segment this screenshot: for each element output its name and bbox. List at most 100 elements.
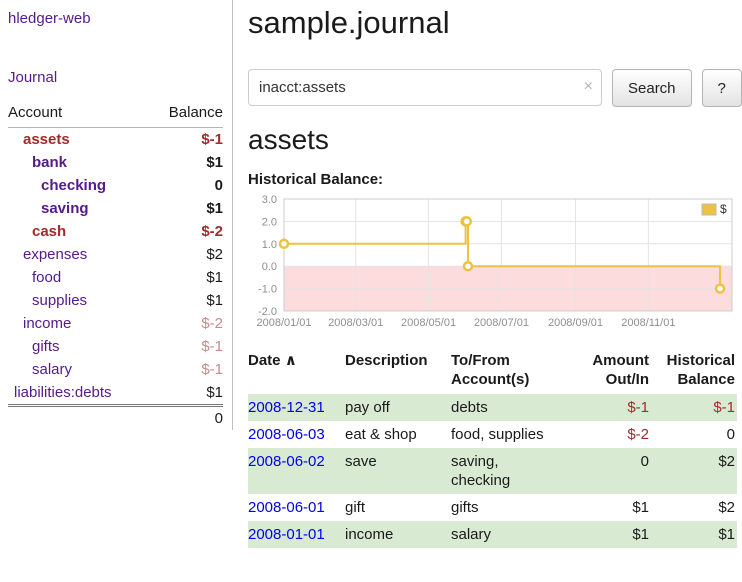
transaction-date-link[interactable]: 2008-06-01 (248, 499, 325, 516)
register-row: 2008-06-02 save saving, checking 0 $2 (248, 448, 737, 494)
register-cell-description: save (345, 453, 377, 470)
account-row: income $-2 (8, 312, 223, 335)
transaction-date-link[interactable]: 2008-01-01 (248, 526, 325, 543)
account-row: saving $1 (8, 197, 223, 220)
account-name-cell: checking (8, 174, 149, 197)
sidebar: hledger-web Journal Account Balance asse… (0, 0, 233, 430)
register-cell-balance: $-1 (713, 399, 735, 416)
register-cell-date: 2008-06-02 (248, 448, 345, 494)
register-header-account: To/From Account(s) (451, 352, 530, 388)
account-link[interactable]: supplies (32, 292, 88, 309)
register-header-date[interactable]: Date ∧ (248, 349, 345, 394)
accounts-table-body: assets $-1 bank $1 checking 0 saving $1 cash $-2 e… (8, 128, 223, 406)
register-cell-date: 2008-01-01 (248, 521, 345, 548)
account-link[interactable]: checking (41, 177, 107, 194)
register-cell-balance: 0 (726, 426, 735, 443)
register-cell-description: pay off (345, 399, 390, 416)
account-row: salary $-1 (8, 358, 223, 381)
accounts-header-balance: Balance (149, 101, 223, 128)
chart-ytick-label: 1.0 (262, 239, 277, 251)
accounts-total-spacer (8, 404, 150, 430)
clear-search-icon[interactable]: × (583, 78, 593, 95)
account-row: assets $-1 (8, 128, 223, 152)
register-header-balance: Historical Balance (666, 352, 735, 388)
accounts-total-row: 0 (8, 404, 223, 430)
account-link[interactable]: saving (41, 200, 89, 217)
account-row: expenses $2 (8, 243, 223, 266)
account-link[interactable]: liabilities:debts (14, 384, 112, 401)
account-balance: $1 (206, 154, 223, 171)
account-balance: $1 (206, 384, 223, 401)
register-table: Date ∧ Description To/From Account(s) Am… (248, 349, 737, 548)
legend-swatch (701, 203, 717, 216)
transaction-date-link[interactable]: 2008-06-02 (248, 453, 325, 470)
chart-ytick-label: 2.0 (262, 216, 277, 228)
account-row: gifts $-1 (8, 335, 223, 358)
account-row: food $1 (8, 266, 223, 289)
register-cell-accounts: food, supplies (451, 426, 544, 443)
account-name-cell: food (8, 266, 149, 289)
register-row: 2008-06-03 eat & shop food, supplies $-2 0 (248, 421, 737, 448)
chart-point-marker (278, 238, 290, 250)
chart-xtick-label: 2008/05/01 (401, 317, 456, 329)
register-cell-amount: $-1 (627, 399, 649, 416)
help-button[interactable]: ? (701, 69, 742, 107)
account-link[interactable]: bank (32, 154, 68, 171)
account-row: cash $-2 (8, 220, 223, 243)
register-table-body: 2008-12-31 pay off debts $-1 $-1 2008-06-03 ea… (248, 394, 737, 548)
register-header-date-label: Date (248, 352, 281, 369)
account-link[interactable]: cash (32, 223, 67, 240)
account-name-cell: saving (8, 197, 149, 220)
account-balance: $-2 (201, 223, 223, 240)
account-name-cell: expenses (8, 243, 149, 266)
app-title-link[interactable]: hledger-web (8, 10, 91, 27)
chart-xtick-label: 2008/09/01 (548, 317, 603, 329)
account-row: checking 0 (8, 174, 223, 197)
account-link[interactable]: expenses (23, 246, 88, 263)
register-cell-accounts: salary (451, 526, 492, 543)
chart-ytick-label: -2.0 (258, 306, 277, 318)
register-cell-amount: $1 (632, 526, 649, 543)
chart-xtick-label: 2008/03/01 (328, 317, 383, 329)
accounts-header-account: Account (8, 101, 150, 128)
account-balance: $-2 (201, 315, 223, 332)
chart-title: Historical Balance: (248, 171, 384, 188)
register-cell-amount: $1 (632, 499, 649, 516)
account-balance: $-1 (201, 131, 223, 148)
register-header-description: Description (345, 352, 428, 369)
search-button[interactable]: Search (612, 69, 692, 107)
register-cell-date: 2008-06-03 (248, 421, 345, 448)
register-cell-accounts: saving, checking (451, 453, 511, 489)
sidebar-item-journal[interactable]: Journal (8, 69, 58, 86)
search-input[interactable] (248, 69, 602, 106)
register-row: 2008-06-01 gift gifts $1 $2 (248, 494, 737, 521)
account-balance: $-1 (201, 361, 223, 378)
register-cell-date: 2008-12-31 (248, 394, 345, 421)
search-input-wrap: × (248, 69, 602, 107)
register-cell-description: income (345, 526, 394, 543)
register-header-amount: Amount Out/In (592, 352, 649, 388)
chart-xtick-label: 2008/11/01 (621, 317, 675, 329)
page-title: sample.journal (248, 5, 450, 40)
register-cell-balance: $2 (718, 499, 735, 516)
account-link[interactable]: income (23, 315, 72, 332)
account-balance: $1 (206, 269, 223, 286)
account-link[interactable]: food (32, 269, 62, 286)
register-cell-accounts: gifts (451, 499, 479, 516)
account-name-cell: bank (8, 151, 149, 174)
account-balance: 0 (214, 177, 223, 194)
account-row: liabilities:debts $1 (8, 381, 223, 406)
account-link[interactable]: salary (32, 361, 73, 378)
accounts-table: Account Balance assets $-1 bank $1 checking 0… (8, 101, 223, 430)
register-cell-description: eat & shop (345, 426, 417, 443)
account-row: supplies $1 (8, 289, 223, 312)
register-header-row: Date ∧ Description To/From Account(s) Am… (248, 349, 737, 394)
transaction-date-link[interactable]: 2008-06-03 (248, 426, 325, 443)
account-link[interactable]: assets (23, 131, 70, 148)
account-row: bank $1 (8, 151, 223, 174)
account-link[interactable]: gifts (32, 338, 60, 355)
transaction-date-link[interactable]: 2008-12-31 (248, 399, 325, 416)
register-cell-accounts: debts (451, 399, 488, 416)
search-bar: × Search ? (248, 69, 742, 107)
